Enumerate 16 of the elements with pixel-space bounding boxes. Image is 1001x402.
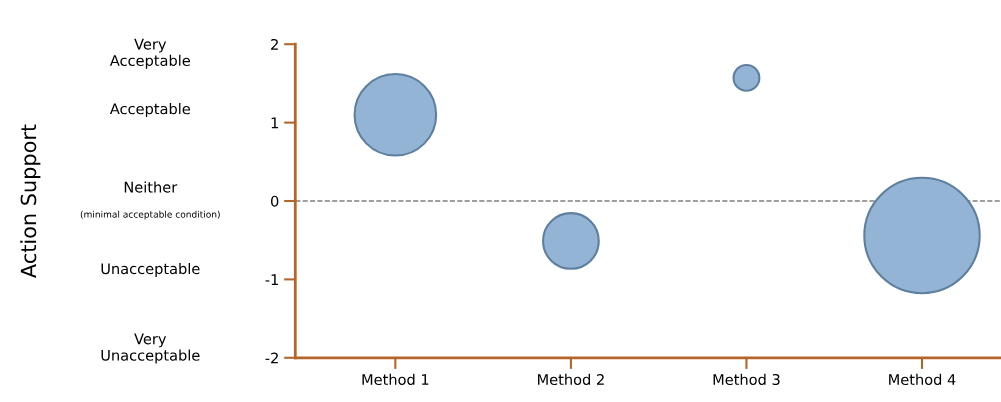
x-tick-label: Method 1: [362, 373, 429, 386]
text: Very Unacceptable: [101, 333, 200, 364]
y-tick-label: 1: [271, 117, 278, 129]
y-tick-label: 2: [271, 38, 278, 50]
text: Neither: [124, 181, 178, 193]
text: Acceptable: [109, 103, 190, 118]
y-tick-label: -2: [265, 352, 278, 364]
text: Action Support: [20, 124, 41, 278]
x-tick-label: Method 4: [889, 373, 956, 386]
x-tick-label: Method 3: [713, 373, 780, 386]
text: Unacceptable: [101, 262, 200, 278]
text: Very Acceptable: [109, 38, 190, 69]
y-tick-label: 0: [271, 195, 279, 207]
text: (minimal acceptable condition): [80, 210, 220, 220]
x-tick-label: Method 2: [538, 373, 604, 386]
y-tick-label: -1: [265, 274, 278, 285]
